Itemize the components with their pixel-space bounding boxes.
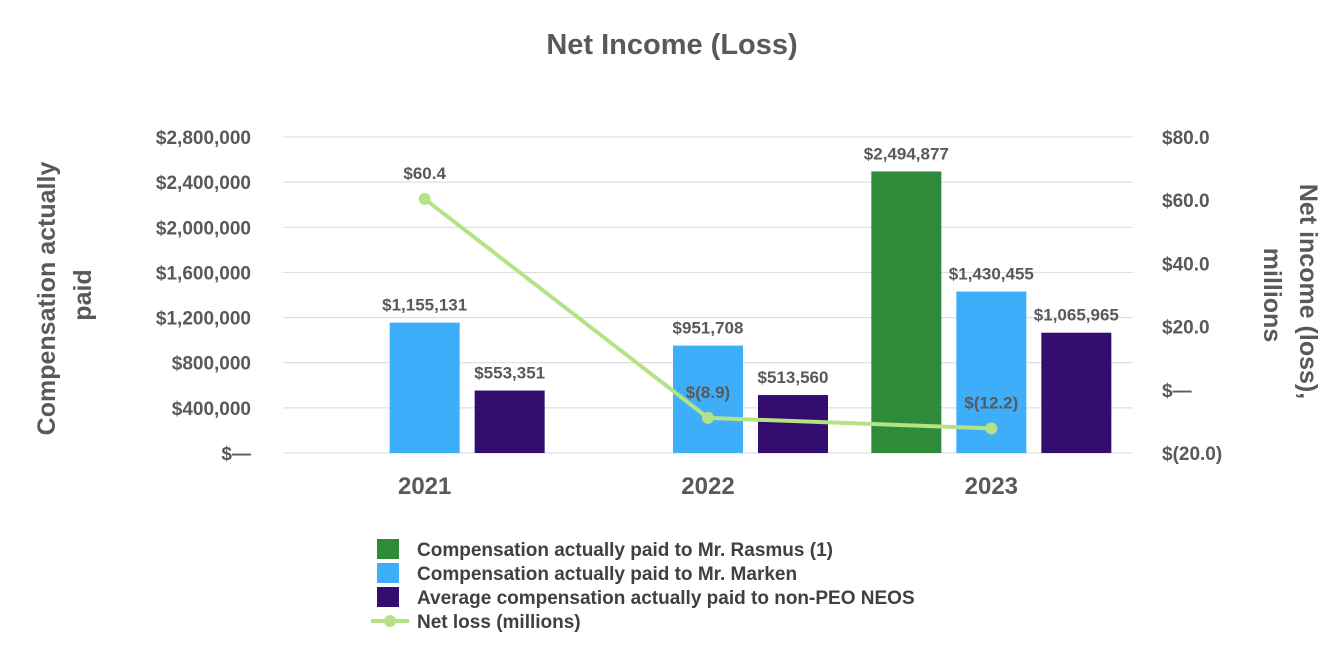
bar <box>474 390 545 453</box>
net-loss-point <box>702 411 714 424</box>
net-loss-line-layer: $60.4 $(8.9) $(12.2) <box>403 164 1018 435</box>
bar-value-label: $553,351 <box>474 364 545 383</box>
right-tick-label: $40.0 <box>1162 254 1210 275</box>
bar-value-label: $1,065,965 <box>1034 306 1119 325</box>
left-axis-title: Compensation actually paid <box>33 155 97 436</box>
left-tick-label: $2,800,000 <box>156 128 251 149</box>
net-loss-value-label: $(12.2) <box>964 393 1018 412</box>
right-axis-title-line-2: millions <box>1258 248 1286 342</box>
legend-swatch <box>377 563 399 583</box>
right-tick-label: $80.0 <box>1162 128 1210 149</box>
left-tick-label: $2,000,000 <box>156 218 251 239</box>
right-axis-title-line-1: Net income (loss), <box>1294 184 1322 399</box>
legend-label: Compensation actually paid to Mr. Rasmus… <box>417 540 833 561</box>
bar <box>758 395 828 453</box>
bar-value-label: $951,708 <box>673 319 744 338</box>
left-tick-label: $1,200,000 <box>156 309 251 330</box>
bars <box>389 171 1112 453</box>
bar-value-label: $1,430,455 <box>949 265 1034 284</box>
bar-value-label: $2,494,877 <box>864 144 949 163</box>
left-axis-title-line-1: Compensation actually <box>33 162 61 436</box>
bar <box>871 171 942 453</box>
left-axis-ticks: $— $400,000 $800,000 $1,200,000 $1,600,000 $2… <box>156 128 251 465</box>
category-label: 2021 <box>398 473 451 500</box>
right-axis-title: Net income (loss), millions <box>1258 184 1322 406</box>
category-label: 2022 <box>681 473 734 500</box>
category-label: 2023 <box>965 473 1018 500</box>
bar-value-label: $513,560 <box>758 368 829 387</box>
chart-title: Net Income (Loss) <box>546 29 797 61</box>
category-labels: 2021 2022 2023 <box>398 473 1018 500</box>
right-tick-label: $(20.0) <box>1162 444 1222 465</box>
left-tick-label: $1,600,000 <box>156 263 251 284</box>
legend-label: Compensation actually paid to Mr. Marken <box>417 564 797 585</box>
legend-swatch <box>377 539 399 559</box>
left-tick-label: $2,400,000 <box>156 173 251 194</box>
legend-marker <box>384 615 396 627</box>
right-tick-label: $60.0 <box>1162 191 1210 212</box>
net-loss-value-label: $60.4 <box>403 164 446 183</box>
left-tick-label: $— <box>221 444 251 465</box>
net-loss-point <box>985 422 998 435</box>
bar <box>389 322 460 453</box>
bar-labels: $2,494,877 $1,155,131 $951,708 $1,430,455 $5… <box>382 144 1119 387</box>
bar <box>1041 332 1112 453</box>
left-axis-title-line-2: paid <box>69 269 97 320</box>
bar-value-label: $1,155,131 <box>382 296 467 315</box>
legend: Compensation actually paid to Mr. Rasmus… <box>371 539 915 633</box>
legend-label: Average compensation actually paid to no… <box>417 588 915 609</box>
left-tick-label: $800,000 <box>172 354 251 375</box>
legend-label: Net loss (millions) <box>417 612 581 633</box>
left-tick-label: $400,000 <box>172 399 251 420</box>
right-tick-label: $20.0 <box>1162 318 1210 339</box>
legend-swatch <box>377 587 399 607</box>
right-axis-ticks: $(20.0) $— $20.0 $40.0 $60.0 $80.0 <box>1162 128 1222 465</box>
net-loss-point <box>418 192 431 205</box>
right-tick-label: $— <box>1162 381 1192 402</box>
net-loss-value-label: $(8.9) <box>686 383 730 402</box>
